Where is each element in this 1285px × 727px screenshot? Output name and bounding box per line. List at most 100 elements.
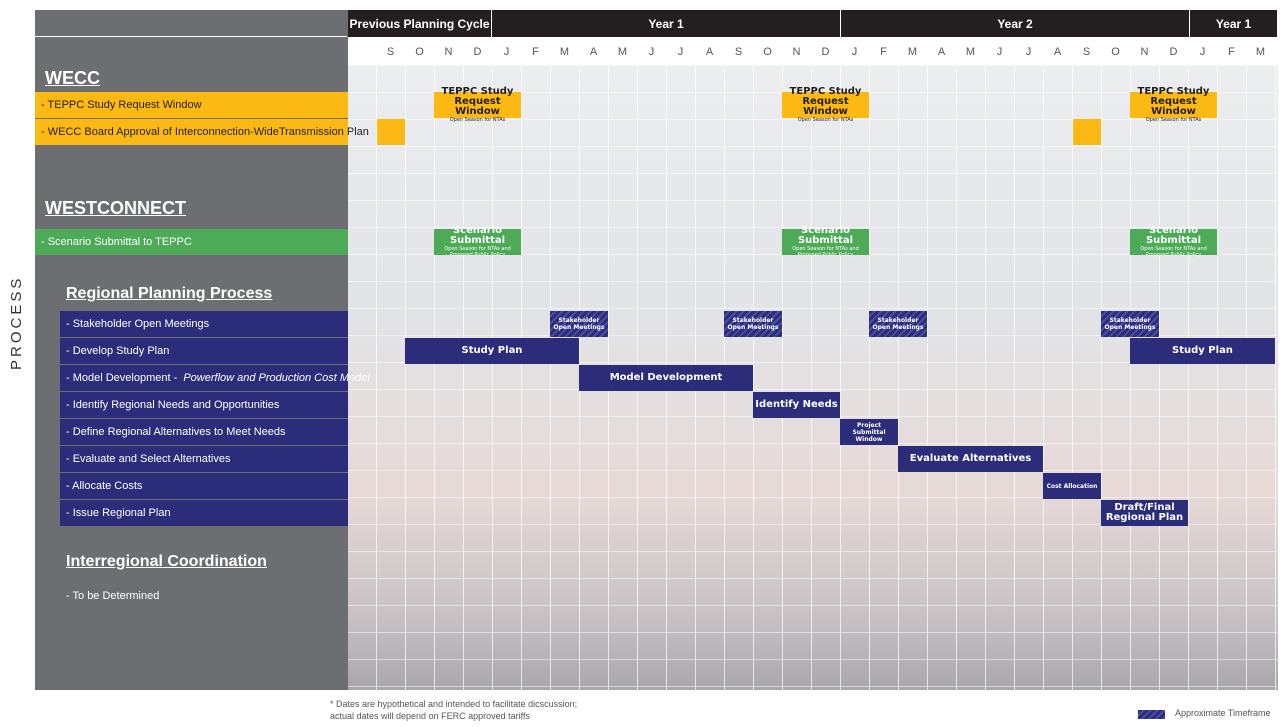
bar-label: Stakeholder Open Meetings bbox=[1101, 317, 1159, 331]
bar-label: Study Plan bbox=[1172, 346, 1233, 356]
row-text: - Identify Regional Needs and Opportunit… bbox=[66, 399, 279, 411]
month-label: S bbox=[376, 38, 405, 65]
month-label: A bbox=[927, 38, 956, 65]
grid-line bbox=[927, 38, 928, 690]
month-label: J bbox=[492, 38, 521, 65]
period-header: Year 2 bbox=[841, 10, 1189, 37]
bar-label: Stakeholder Open Meetings bbox=[550, 317, 608, 331]
bar: TEPPC Study Request WindowOpen Season fo… bbox=[1130, 92, 1217, 118]
grid-line bbox=[348, 578, 1278, 579]
grid-line bbox=[1130, 38, 1131, 690]
bar-label: Stakeholder Open Meetings bbox=[724, 317, 782, 331]
grid-line bbox=[811, 38, 812, 690]
row-label: - Model Development - Powerflow and Prod… bbox=[60, 365, 348, 391]
grid-line bbox=[1275, 38, 1276, 690]
row-label: - Allocate Costs bbox=[60, 473, 348, 499]
month-label: M bbox=[550, 38, 579, 65]
grid-line bbox=[1188, 38, 1189, 690]
grid-line bbox=[492, 38, 493, 690]
grid-line bbox=[348, 605, 1278, 606]
bar-label: Identify Needs bbox=[755, 400, 837, 410]
period-header: Year 1 bbox=[1190, 10, 1277, 37]
grid-line bbox=[666, 38, 667, 690]
row-label: - WECC Board Approval of Interconnection… bbox=[35, 119, 348, 145]
month-label: A bbox=[579, 38, 608, 65]
month-label: O bbox=[405, 38, 434, 65]
bar-note: Open Season for NTAs and Proposed Public… bbox=[782, 246, 869, 258]
row-text: - TEPPC Study Request Window bbox=[41, 99, 202, 111]
bar-label: Study Plan bbox=[462, 346, 523, 356]
month-label: J bbox=[637, 38, 666, 65]
bar-label: Project Submittal Window bbox=[840, 422, 898, 443]
row-text: - Stakeholder Open Meetings bbox=[66, 318, 209, 330]
month-label: O bbox=[1101, 38, 1130, 65]
bar: Scenario SubmittalOpen Season for NTAs a… bbox=[782, 229, 869, 255]
grid-line bbox=[695, 38, 696, 690]
bar: Project Submittal Window bbox=[840, 419, 898, 445]
grid-line bbox=[348, 146, 1278, 147]
grid-line bbox=[348, 389, 1278, 390]
footnote: * Dates are hypothetical and intended to… bbox=[330, 699, 577, 709]
bar: Stakeholder Open Meetings bbox=[550, 311, 608, 337]
row-text: - Model Development - bbox=[66, 372, 180, 384]
month-label: M bbox=[898, 38, 927, 65]
bar-label: Draft/Final Regional Plan bbox=[1101, 503, 1188, 523]
bar-label: Scenario Submittal bbox=[1130, 226, 1217, 246]
month-label: M bbox=[608, 38, 637, 65]
bar-label: Stakeholder Open Meetings bbox=[869, 317, 927, 331]
row-label: - Develop Study Plan bbox=[60, 338, 348, 364]
grid-line bbox=[753, 38, 754, 690]
section-heading: Interregional Coordination bbox=[66, 553, 267, 571]
grid-line bbox=[956, 38, 957, 690]
grid-line bbox=[1043, 38, 1044, 690]
bar: Stakeholder Open Meetings bbox=[1101, 311, 1159, 337]
bar: Draft/Final Regional Plan bbox=[1101, 500, 1188, 526]
month-label: F bbox=[1217, 38, 1246, 65]
month-label: F bbox=[869, 38, 898, 65]
grid-line bbox=[348, 632, 1278, 633]
bar-note: Open Season for NTAs and Proposed Public… bbox=[434, 246, 521, 258]
month-label: J bbox=[666, 38, 695, 65]
month-label: J bbox=[1188, 38, 1217, 65]
month-label: N bbox=[1130, 38, 1159, 65]
grid-line bbox=[579, 38, 580, 690]
grid-line bbox=[405, 38, 406, 690]
row-text: - Allocate Costs bbox=[66, 480, 142, 492]
row-emphasis: Powerflow and Production Cost Model bbox=[183, 372, 369, 384]
section-heading: WECC bbox=[45, 68, 100, 89]
row-label: - Stakeholder Open Meetings bbox=[60, 311, 348, 337]
grid-line bbox=[550, 38, 551, 690]
row-text: - To be Determined bbox=[66, 590, 159, 602]
grid-line bbox=[985, 38, 986, 690]
legend-label: Approximate Timeframe bbox=[1175, 708, 1271, 718]
row-label: - Identify Regional Needs and Opportunit… bbox=[60, 392, 348, 418]
row-label: - Scenario Submittal to TEPPC bbox=[35, 229, 348, 255]
bar-label: TEPPC Study Request Window bbox=[1130, 87, 1217, 117]
grid-line bbox=[348, 443, 1278, 444]
grid-line bbox=[608, 38, 609, 690]
bar: Study Plan bbox=[405, 338, 579, 364]
grid-line bbox=[521, 38, 522, 690]
bar: Stakeholder Open Meetings bbox=[869, 311, 927, 337]
grid-line bbox=[348, 470, 1278, 471]
grid-line bbox=[1159, 38, 1160, 690]
grid-line bbox=[348, 686, 1278, 687]
row-text: - Evaluate and Select Alternatives bbox=[66, 453, 230, 465]
bar-note: Open Season for NTAs and Proposed Public… bbox=[1130, 246, 1217, 258]
header-blank bbox=[35, 10, 347, 37]
row-label: - Evaluate and Select Alternatives bbox=[60, 446, 348, 472]
bar-label: Scenario Submittal bbox=[782, 226, 869, 246]
approval-marker bbox=[1073, 119, 1101, 145]
row-text: - Scenario Submittal to TEPPC bbox=[41, 236, 192, 248]
month-label: A bbox=[1043, 38, 1072, 65]
month-label: N bbox=[434, 38, 463, 65]
row-label: - Define Regional Alternatives to Meet N… bbox=[60, 419, 348, 445]
row-label: - To be Determined bbox=[60, 583, 348, 609]
grid-line bbox=[1217, 38, 1218, 690]
grid-line bbox=[348, 308, 1278, 309]
month-label: S bbox=[1072, 38, 1101, 65]
row-text: - Define Regional Alternatives to Meet N… bbox=[66, 426, 286, 438]
grid-line bbox=[348, 497, 1278, 498]
